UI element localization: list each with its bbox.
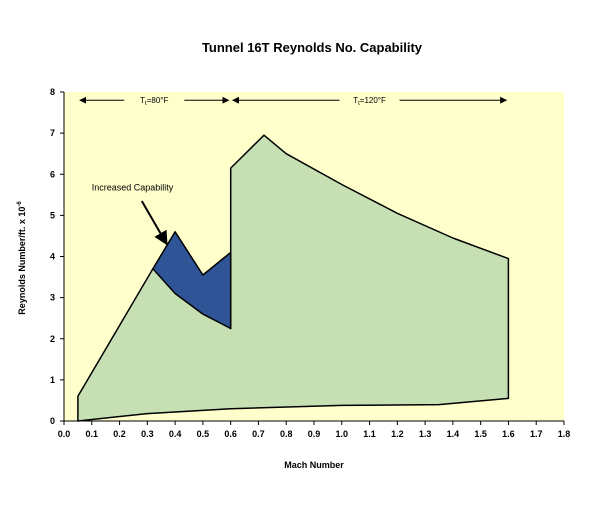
x-tick-label: 0.3 — [141, 429, 154, 439]
x-tick-label: 1.7 — [530, 429, 543, 439]
y-tick-label: 2 — [50, 334, 55, 344]
x-tick-label: 0.4 — [169, 429, 182, 439]
y-tick-label: 5 — [50, 210, 55, 220]
annotation-label: Increased Capability — [92, 183, 174, 193]
x-tick-label: 0.9 — [308, 429, 321, 439]
x-tick-label: 1.2 — [391, 429, 404, 439]
y-axis-label-exponent: -6 — [17, 201, 23, 207]
y-tick-label: 8 — [50, 87, 55, 97]
y-tick-label: 4 — [50, 252, 55, 262]
y-tick-label: 6 — [50, 169, 55, 179]
range-label: Tt=120°F — [353, 96, 386, 107]
range-label-value: =80°F — [147, 96, 169, 105]
increased-capability-area — [152, 231, 232, 330]
axes-layer: 0.0 0.1 0.2 0.3 0.4 0.5 0.6 0.7 0.8 0.9 1.0 1.1 1.2 1… — [50, 87, 570, 439]
x-tick-label: 0.8 — [280, 429, 293, 439]
x-tick-label: 1.0 — [336, 429, 349, 439]
x-tick-label: 1.1 — [363, 429, 376, 439]
x-tick-label: 0.6 — [224, 429, 237, 439]
y-axis-label: Reynolds Number/ft. x 10-6 — [17, 201, 27, 315]
x-tick-label: 1.4 — [447, 429, 460, 439]
chart-title: Tunnel 16T Reynolds No. Capability — [202, 40, 423, 55]
x-tick-label: 0.1 — [86, 429, 99, 439]
range-label-symbol: T — [140, 96, 145, 105]
x-tick-label: 0.5 — [197, 429, 210, 439]
x-axis-label: Mach Number — [284, 460, 344, 470]
x-tick-label: 0.0 — [58, 429, 71, 439]
range-label-symbol: T — [353, 96, 358, 105]
y-tick-label: 7 — [50, 128, 55, 138]
y-tick-label: 3 — [50, 293, 55, 303]
range-label-subscript: t — [358, 101, 360, 107]
range-label-subscript: t — [145, 101, 147, 107]
series-layer — [77, 134, 510, 422]
range-label: Tt=80°F — [140, 96, 168, 107]
x-tick-label: 0.2 — [113, 429, 126, 439]
y-axis-label-text: Reynolds Number/ft. x 10 — [17, 207, 27, 315]
y-tick-label: 0 — [50, 416, 55, 426]
annotation-arrow — [140, 200, 168, 246]
x-tick-label: 1.6 — [502, 429, 515, 439]
x-tick-label: 0.7 — [252, 429, 265, 439]
x-tick-label: 1.3 — [419, 429, 432, 439]
y-tick-label: 1 — [50, 375, 55, 385]
x-tick-label: 1.8 — [558, 429, 571, 439]
x-tick-label: 1.5 — [474, 429, 487, 439]
range-label-value: =120°F — [360, 96, 386, 105]
